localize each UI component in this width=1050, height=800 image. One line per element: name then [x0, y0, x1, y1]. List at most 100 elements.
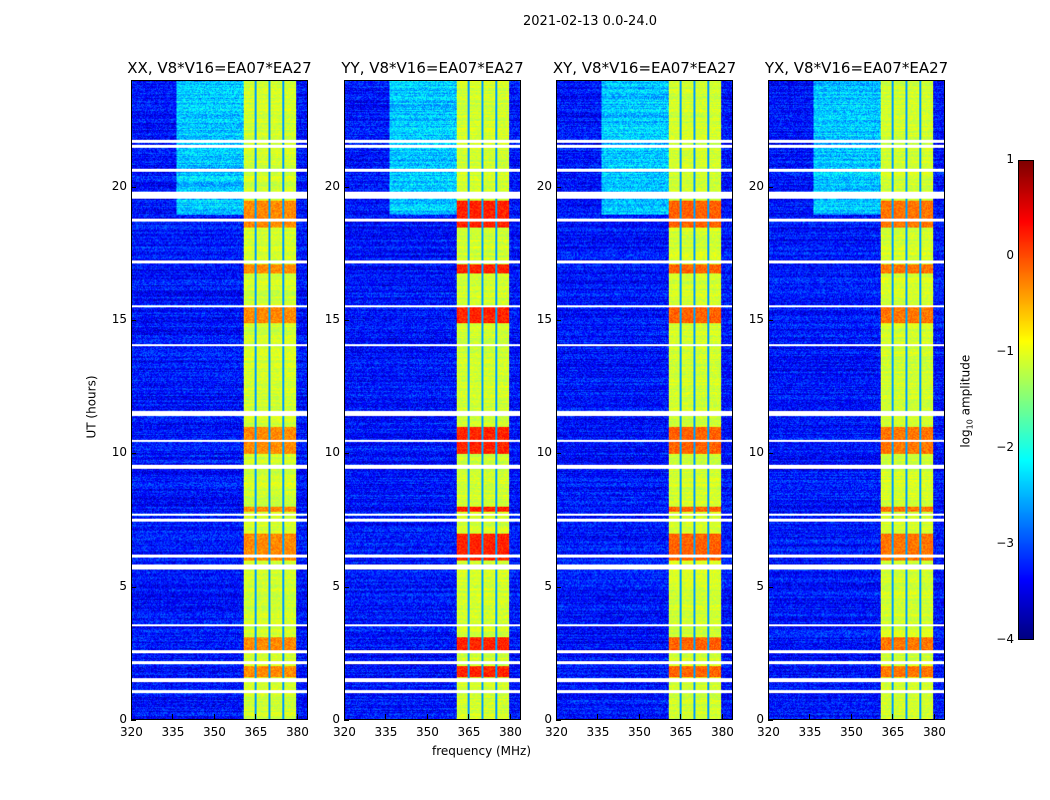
x-tick-label: 365 [244, 725, 268, 739]
y-tick-mark [344, 186, 349, 188]
y-tick-label: 0 [332, 712, 340, 726]
y-tick-mark [131, 453, 136, 455]
heatmap-panel [556, 80, 733, 720]
y-axis-label: UT (hours) [84, 375, 99, 439]
x-tick-mark [597, 714, 599, 719]
x-tick-label: 365 [457, 725, 481, 739]
panel-title: XY, V8*V16=EA07*EA27 [552, 59, 737, 77]
panel-title: XX, V8*V16=EA07*EA27 [127, 59, 312, 77]
colorbar-tick-label: −4 [996, 632, 1014, 646]
y-tick-mark [768, 186, 773, 188]
x-tick-mark [680, 714, 682, 719]
x-tick-label: 365 [669, 725, 693, 739]
colorbar-tick-label: −1 [996, 344, 1014, 358]
y-tick-mark [768, 720, 773, 721]
y-tick-label: 10 [111, 445, 127, 460]
x-tick-mark [850, 714, 852, 719]
x-tick-label: 320 [333, 725, 356, 739]
x-tick-mark [468, 714, 470, 719]
x-tick-label: 380 [498, 725, 522, 739]
heatmap-panel [768, 80, 945, 720]
y-tick-mark [131, 320, 136, 321]
panel-title: YY, V8*V16=EA07*EA27 [341, 59, 524, 77]
x-tick-mark [721, 714, 723, 719]
x-tick-mark [768, 714, 769, 719]
x-tick-mark [426, 714, 428, 719]
y-tick-mark [344, 320, 349, 321]
x-tick-label: 320 [120, 725, 143, 739]
y-tick-label: 15 [748, 312, 764, 326]
x-tick-mark [131, 714, 132, 719]
x-tick-mark [933, 714, 935, 719]
heatmap-image [769, 81, 944, 719]
y-tick-mark [344, 720, 349, 721]
y-tick-label: 15 [536, 312, 552, 326]
y-tick-mark [556, 186, 561, 188]
y-tick-mark [344, 586, 349, 588]
x-tick-mark [509, 714, 511, 719]
x-tick-mark [809, 714, 811, 719]
y-tick-mark [556, 320, 561, 321]
x-tick-mark [344, 714, 345, 719]
y-tick-mark [131, 586, 136, 588]
y-tick-label: 10 [324, 445, 340, 460]
x-tick-label: 380 [922, 725, 946, 739]
y-tick-label: 15 [324, 312, 340, 326]
x-tick-label: 365 [881, 725, 905, 739]
figure-title: 2021-02-13 0.0-24.0 [523, 14, 657, 29]
y-tick-mark [768, 320, 773, 321]
x-tick-label: 335 [798, 725, 822, 739]
y-tick-mark [556, 586, 561, 588]
y-tick-label: 20 [324, 178, 340, 193]
x-tick-label: 335 [586, 725, 610, 739]
x-tick-mark [296, 714, 298, 719]
y-tick-label: 5 [756, 578, 764, 593]
x-tick-label: 380 [285, 725, 309, 739]
x-tick-label: 350 [839, 725, 863, 739]
x-tick-label: 335 [161, 725, 185, 739]
x-tick-label: 350 [202, 725, 226, 739]
heatmap-panel [131, 80, 308, 720]
y-tick-label: 20 [536, 178, 552, 193]
y-tick-mark [131, 720, 136, 721]
y-tick-label: 20 [748, 178, 764, 193]
colorbar [1018, 160, 1034, 640]
x-tick-mark [213, 714, 215, 719]
y-tick-label: 0 [756, 712, 764, 726]
y-tick-mark [768, 586, 773, 588]
y-tick-mark [556, 453, 561, 455]
y-tick-label: 10 [748, 445, 764, 460]
colorbar-tick-label: 0 [1006, 248, 1014, 262]
y-tick-mark [768, 453, 773, 455]
panel-title: YX, V8*V16=EA07*EA27 [764, 59, 949, 77]
y-tick-label: 20 [111, 178, 127, 193]
x-tick-mark [385, 714, 387, 719]
y-tick-label: 5 [119, 578, 127, 593]
heatmap-image [132, 81, 307, 719]
y-tick-label: 10 [536, 445, 552, 460]
x-tick-label: 350 [627, 725, 651, 739]
heatmap-image [557, 81, 732, 719]
x-tick-mark [556, 714, 557, 719]
y-tick-label: 15 [111, 312, 127, 326]
heatmap-image [345, 81, 520, 719]
y-tick-label: 5 [332, 578, 340, 593]
x-tick-label: 320 [757, 725, 780, 739]
y-tick-label: 5 [544, 578, 552, 593]
colorbar-tick-label: 1 [1006, 152, 1014, 166]
x-tick-label: 380 [710, 725, 734, 739]
colorbar-tick-label: −3 [996, 536, 1014, 550]
y-tick-label: 0 [544, 712, 552, 726]
x-tick-mark [172, 714, 174, 719]
x-tick-mark [892, 714, 894, 719]
x-tick-label: 320 [545, 725, 568, 739]
x-tick-label: 335 [374, 725, 398, 739]
colorbar-tick-label: −2 [996, 440, 1014, 454]
y-tick-label: 0 [119, 712, 127, 726]
heatmap-panel [344, 80, 521, 720]
colorbar-label: log10 amplitude [958, 354, 975, 448]
y-tick-mark [344, 453, 349, 455]
x-tick-mark [255, 714, 257, 719]
y-tick-mark [556, 720, 561, 721]
